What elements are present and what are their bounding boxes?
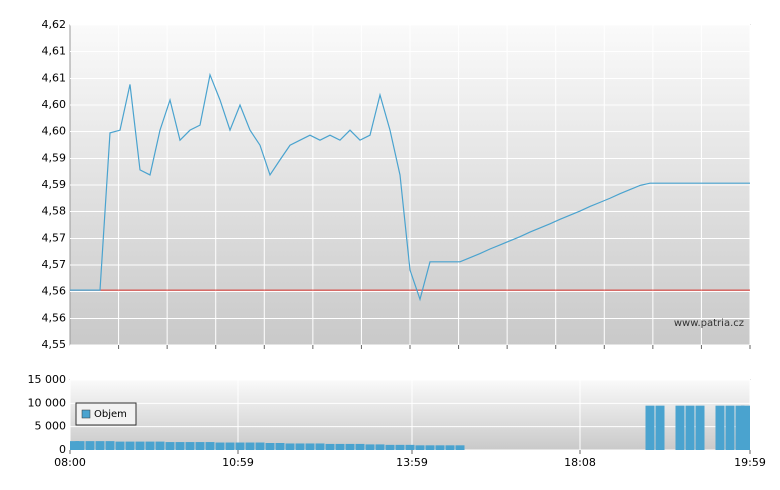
x-tick-label: 13:59	[396, 456, 428, 469]
volume-bar	[295, 443, 305, 450]
legend-box	[75, 402, 137, 426]
volume-bar	[70, 441, 79, 450]
volume-bar	[735, 405, 745, 450]
y-tick-label: 4,57	[42, 258, 67, 271]
y-tick-label: 4,58	[42, 205, 67, 218]
volume-bar	[335, 443, 345, 450]
y-tick-label: 4,61	[42, 71, 67, 84]
volume-bar	[95, 441, 105, 450]
volume-bar	[195, 442, 205, 450]
volume-bar	[235, 442, 245, 450]
volume-bar	[305, 443, 315, 450]
volume-bar	[155, 441, 165, 450]
volume-bar	[715, 405, 725, 450]
volume-bar	[255, 442, 265, 450]
volume-bar	[695, 405, 705, 450]
volume-bar	[415, 445, 425, 450]
volume-bar	[375, 444, 385, 450]
volume-bar	[655, 405, 665, 450]
volume-bar	[445, 445, 455, 450]
y-tick-label: 4,55	[42, 338, 67, 351]
volume-bar	[725, 405, 735, 450]
y-tick-label: 4,56	[42, 311, 67, 324]
volume-bar	[315, 443, 325, 450]
volume-bar	[245, 442, 255, 450]
y-tick-label: 4,59	[42, 178, 67, 191]
volume-bar	[675, 405, 685, 450]
volume-bar	[205, 442, 215, 450]
volume-bar	[325, 443, 335, 450]
volume-bar	[125, 441, 135, 450]
volume-bar	[115, 441, 125, 450]
volume-bar	[85, 441, 95, 450]
y-tick-label: 10 000	[28, 396, 67, 409]
volume-bar	[225, 442, 235, 450]
price-line	[70, 72, 750, 302]
volume-bar	[395, 444, 405, 450]
y-tick-label: 4,57	[42, 231, 67, 244]
volume-bar	[355, 443, 365, 450]
volume-bar	[175, 442, 185, 450]
volume-bar	[135, 441, 145, 450]
volume-bar	[215, 442, 225, 450]
y-tick-label: 4,62	[42, 18, 67, 31]
x-tick-label: 10:59	[222, 456, 254, 469]
volume-bar	[405, 444, 415, 450]
volume-bar	[75, 441, 85, 450]
volume-bar	[345, 443, 355, 450]
volume-bar	[435, 445, 445, 450]
volume-bar	[285, 443, 295, 450]
volume-bar	[105, 441, 115, 450]
volume-bar	[265, 443, 275, 450]
volume-bar	[645, 405, 655, 450]
x-tick-label: 19:59	[734, 456, 766, 469]
volume-bar	[165, 442, 175, 450]
volume-bar	[365, 444, 375, 450]
volume-bar	[685, 405, 695, 450]
y-tick-label: 4,59	[42, 151, 67, 164]
y-tick-label: 4,56	[42, 285, 67, 298]
legend-label: Objem	[94, 409, 127, 420]
volume-bar	[275, 443, 285, 450]
volume-bar	[455, 445, 465, 450]
y-tick-label: 4,60	[42, 98, 67, 111]
y-tick-label: 5 000	[35, 420, 67, 433]
legend-swatch	[81, 409, 91, 419]
watermark: www.patria.cz	[674, 318, 744, 329]
x-tick-label: 18:08	[564, 456, 596, 469]
y-tick-label: 4,61	[42, 45, 67, 58]
volume-bar	[385, 444, 395, 450]
volume-bar	[145, 441, 155, 450]
y-tick-label: 15 000	[28, 373, 67, 386]
y-tick-label: 4,60	[42, 125, 67, 138]
y-tick-label: 0	[59, 443, 66, 456]
volume-bar	[185, 442, 195, 450]
volume-bar	[425, 445, 435, 450]
volume-bar	[741, 405, 750, 450]
x-tick-label: 08:00	[54, 456, 86, 469]
